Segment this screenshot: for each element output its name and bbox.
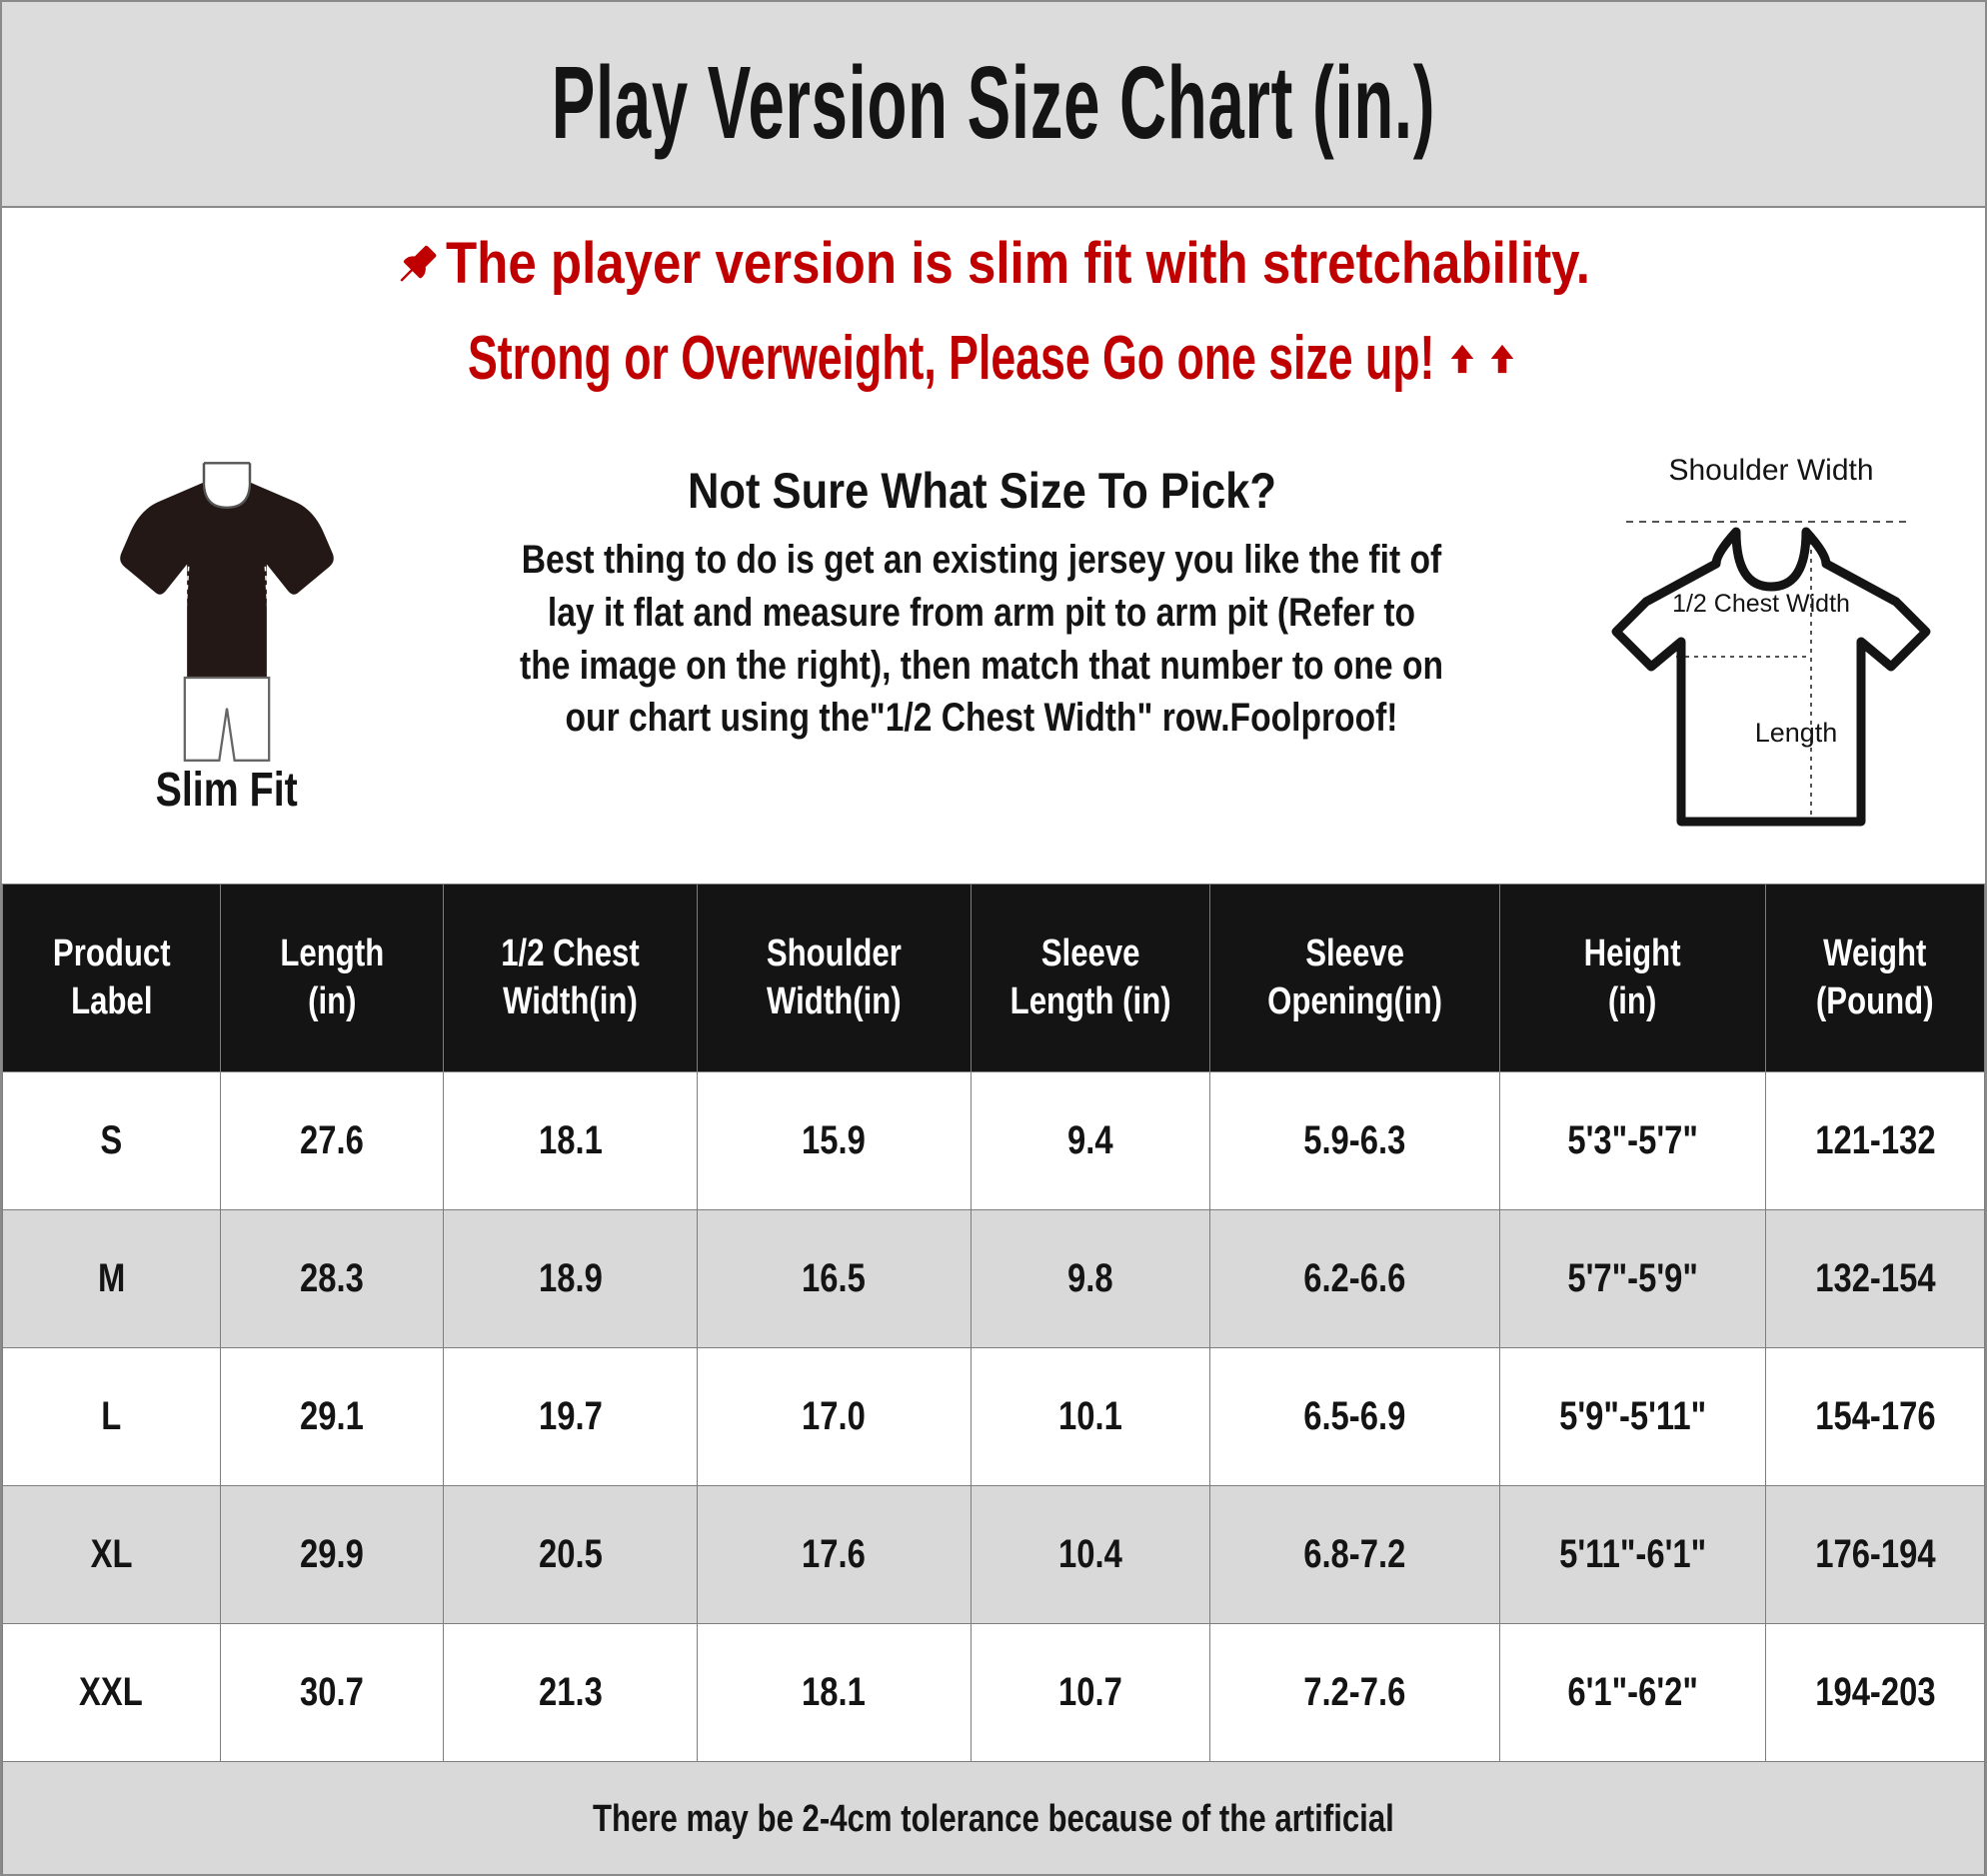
svg-text:1/2 Chest Width: 1/2 Chest Width [1672, 590, 1850, 618]
svg-text:Length: Length [1755, 718, 1838, 748]
